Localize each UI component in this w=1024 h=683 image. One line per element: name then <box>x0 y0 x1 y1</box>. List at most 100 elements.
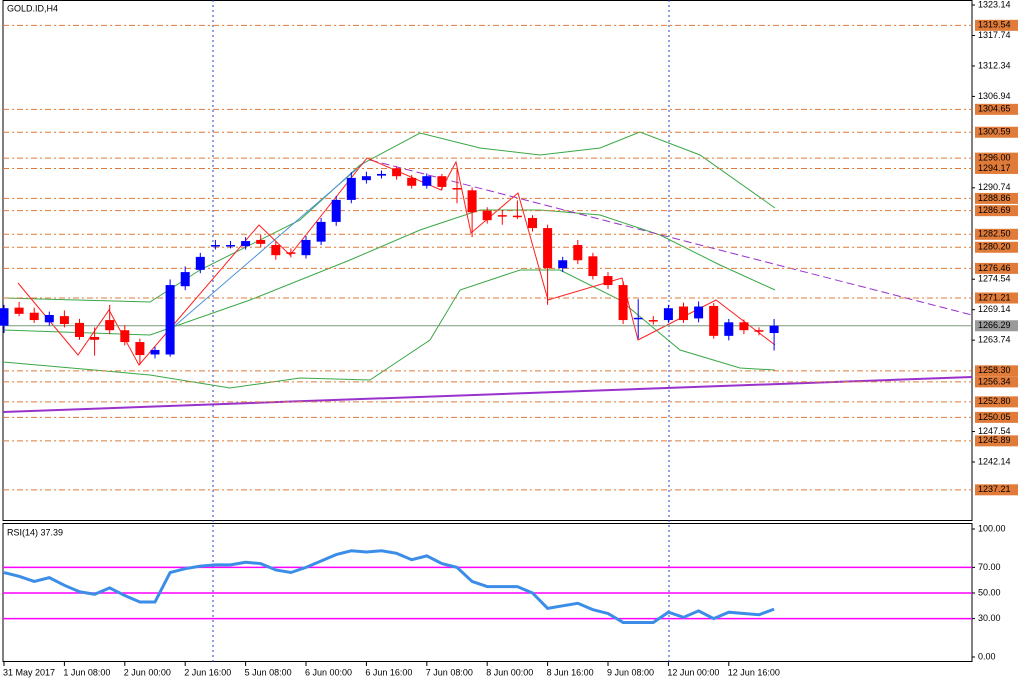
candle-body <box>120 330 130 343</box>
y-tick-label: 0.00 <box>978 651 996 661</box>
candle-body <box>603 276 613 286</box>
y-tick-label: 1312.34 <box>978 60 1011 70</box>
trendline <box>169 161 366 331</box>
candle-body <box>543 228 553 269</box>
candle-body <box>724 322 734 336</box>
candle-body <box>241 241 251 247</box>
resistance-trendline <box>369 159 973 316</box>
candle-body <box>301 239 311 256</box>
candle-body <box>135 342 145 356</box>
y-tick-label: 1263.74 <box>978 335 1011 345</box>
level-tag <box>975 484 1018 496</box>
chart-title: GOLD.ID,H4 <box>7 3 58 13</box>
bollinger-middle <box>2 209 776 336</box>
level-label: 1271.21 <box>978 292 1011 302</box>
y-tick-label: 70.00 <box>978 562 1001 572</box>
y-tick-label: 1269.14 <box>978 304 1011 314</box>
candle-body <box>90 336 100 340</box>
candle-body <box>437 176 447 187</box>
candle-body <box>195 256 205 270</box>
y-tick-label: 50.00 <box>978 587 1001 597</box>
candle-body <box>754 330 764 332</box>
candle-body <box>558 260 568 269</box>
x-tick-label: 12 Jun 00:00 <box>667 667 719 677</box>
level-label: 1286.69 <box>978 205 1011 215</box>
candle-body <box>709 305 719 336</box>
level-tag <box>975 262 1018 274</box>
level-tag <box>975 411 1018 423</box>
candle-body <box>452 188 462 190</box>
candle-body <box>739 322 749 331</box>
level-label: 1245.89 <box>978 435 1011 445</box>
candle-body <box>271 245 281 256</box>
candle-body <box>256 239 266 244</box>
candle-body <box>422 176 432 186</box>
candle-body <box>346 177 356 200</box>
candle-body <box>769 325 779 334</box>
candle-body <box>361 176 371 181</box>
candle-body <box>618 285 628 321</box>
level-tag <box>975 228 1018 240</box>
candle-body <box>633 317 643 320</box>
x-tick-label: 31 May 2017 <box>3 667 55 677</box>
level-tag <box>975 241 1018 253</box>
candle-body <box>392 168 402 177</box>
candle-body <box>588 256 598 277</box>
rsi-title: RSI(14) 37.39 <box>7 527 63 537</box>
x-tick-label: 2 Jun 00:00 <box>124 667 171 677</box>
level-label: 1258.30 <box>978 365 1011 375</box>
y-tick-label: 1317.74 <box>978 30 1011 40</box>
level-label: 1276.46 <box>978 263 1011 273</box>
candle-body <box>105 320 115 331</box>
candle-body <box>226 245 235 247</box>
candle-body <box>210 245 220 247</box>
level-tag <box>975 192 1018 204</box>
candle-body <box>14 307 24 314</box>
bollinger-bands <box>2 131 776 389</box>
y-tick-label: 30.00 <box>978 613 1001 623</box>
candle-body <box>482 210 492 221</box>
candle-body <box>407 177 417 186</box>
candle-body <box>512 215 522 218</box>
candle-body <box>497 215 507 217</box>
y-tick-label: 1242.14 <box>978 456 1011 466</box>
x-tick-label: 9 Jun 08:00 <box>607 667 654 677</box>
x-tick-label: 8 Jun 00:00 <box>486 667 533 677</box>
level-label: 1288.86 <box>978 193 1011 203</box>
candle-body <box>377 173 386 176</box>
level-tag <box>975 103 1018 115</box>
candle-body <box>648 320 658 322</box>
level-label: 1252.80 <box>978 396 1011 406</box>
level-label: 1296.00 <box>978 153 1011 163</box>
bollinger-lower <box>2 269 776 389</box>
level-label: 1282.50 <box>978 229 1011 239</box>
rsi-line <box>3 549 775 624</box>
current-price-tag <box>975 320 1018 332</box>
level-label: 1280.20 <box>978 242 1011 252</box>
level-tag <box>975 152 1018 164</box>
x-tick-label: 6 Jun 00:00 <box>305 667 352 677</box>
x-tick-label: 12 Jun 16:00 <box>728 667 780 677</box>
x-tick-label: 2 Jun 16:00 <box>184 667 231 677</box>
candle-body <box>331 199 341 222</box>
y-tick-label: 1290.74 <box>978 182 1011 192</box>
level-label: 1250.05 <box>978 412 1011 422</box>
level-tag <box>975 435 1018 447</box>
x-tick-label: 8 Jun 16:00 <box>547 667 594 677</box>
candle-body <box>165 285 175 355</box>
support-trendline <box>2 376 973 413</box>
bollinger-upper <box>2 131 776 303</box>
y-tick-label: 1274.54 <box>978 274 1011 284</box>
candle-body <box>44 314 54 323</box>
candle-body <box>528 217 537 229</box>
level-label: 1237.21 <box>978 484 1011 494</box>
candle-body <box>679 306 688 321</box>
x-tick-label: 7 Jun 08:00 <box>426 667 473 677</box>
level-label: 1300.59 <box>978 127 1011 137</box>
y-tick-label: 1247.54 <box>978 426 1011 436</box>
y-tick-label: 100.00 <box>978 523 1006 533</box>
level-tag <box>975 396 1018 408</box>
level-tag <box>975 162 1018 174</box>
